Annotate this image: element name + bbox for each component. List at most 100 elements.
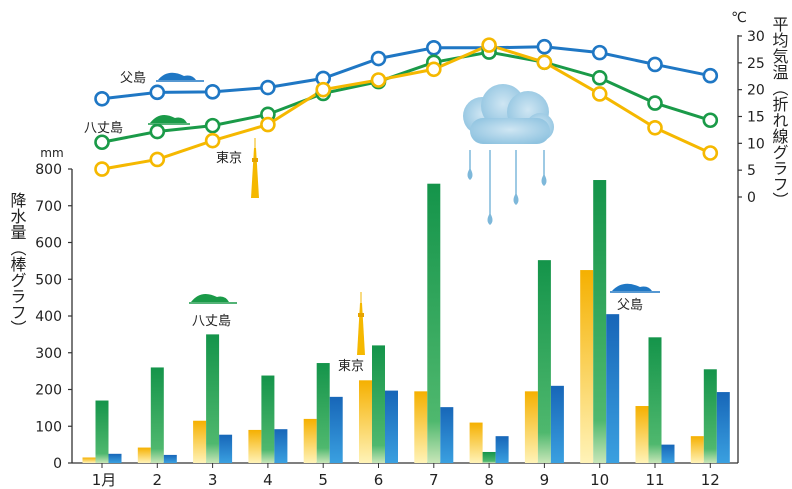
point-1-0 [94, 134, 110, 151]
bar-2-2 [219, 434, 233, 463]
label-chichi: 父島 [120, 71, 146, 86]
point-2-3 [260, 116, 276, 133]
bar-0-7 [469, 422, 483, 463]
series-line-2 [101, 43, 711, 171]
point-0-5 [370, 50, 387, 67]
x-tick-label: 1月 [92, 471, 117, 489]
bar-2-8 [550, 385, 564, 463]
bar-2-6 [440, 407, 454, 463]
bar-1-9 [593, 180, 607, 463]
bar-1-0 [95, 400, 109, 463]
point-0-10 [647, 56, 663, 73]
x-tick-label: 3 [208, 471, 218, 489]
x-tick-label: 11 [645, 471, 664, 489]
x-tick-label: 4 [263, 471, 273, 489]
bar-2-11 [716, 392, 730, 463]
point-1-11 [702, 112, 719, 129]
temp-ticks: 0 5 10 15 20 25 30 [738, 29, 765, 206]
rain-unit: mm [40, 146, 63, 160]
bar-0-6 [414, 391, 428, 463]
bar-1-7 [482, 451, 496, 463]
bar-0-5 [359, 380, 372, 463]
label-hachijo: 八丈島 [84, 121, 123, 136]
rain-tick-label: 300 [35, 346, 62, 362]
rain-tick-label: 0 [53, 456, 62, 472]
bar-0-0 [82, 457, 96, 463]
temp-tick-label: 5 [747, 163, 756, 179]
x-tick-label: 10 [590, 471, 609, 489]
x-tick-label: 9 [540, 471, 550, 489]
point-1-10 [647, 95, 663, 111]
point-0-9 [591, 44, 608, 61]
label-chichi: 父島 [617, 298, 643, 313]
bar-2-9 [606, 314, 620, 463]
bar-0-8 [524, 391, 538, 463]
temp-tick-label: 25 [747, 56, 765, 72]
temp-tick-label: 20 [747, 83, 765, 99]
bar-0-4 [303, 418, 317, 463]
bar-1-1 [150, 367, 164, 463]
point-0-1 [149, 84, 166, 101]
x-tick-label: 7 [429, 471, 439, 489]
bar-2-10 [661, 444, 675, 463]
point-0-0 [94, 90, 110, 107]
chichi-island-icon [610, 283, 660, 293]
bar-0-10 [635, 406, 649, 463]
point-2-10 [647, 119, 663, 136]
point-2-6 [425, 61, 442, 78]
bar-2-5 [385, 390, 398, 463]
point-1-1 [149, 123, 166, 140]
label-tokyo: 東京 [216, 150, 242, 166]
bar-0-2 [193, 420, 207, 463]
bar-1-2 [206, 334, 220, 463]
rain-tick-label: 500 [35, 272, 62, 288]
bar-0-1 [137, 447, 151, 463]
point-2-5 [370, 72, 387, 88]
rain-tick-label: 100 [35, 419, 62, 435]
point-2-0 [94, 161, 110, 177]
bar-1-10 [648, 337, 662, 463]
rain-tick-label: 200 [35, 383, 62, 399]
bar-2-4 [329, 396, 343, 463]
rain-tick-label: 400 [35, 309, 62, 325]
bars [82, 180, 730, 463]
rain-cloud-icon [463, 84, 554, 225]
axes [71, 35, 739, 464]
temp-tick-label: 0 [747, 190, 756, 206]
bar-2-3 [274, 429, 288, 463]
bar-1-3 [261, 375, 275, 463]
series-line-0 [101, 45, 711, 101]
point-2-1 [149, 151, 166, 168]
bar-1-8 [537, 260, 551, 463]
rain-axis-title: 降水量（棒グラフ） [8, 192, 27, 336]
point-0-11 [702, 67, 719, 84]
bar-1-6 [427, 183, 441, 463]
bar-1-11 [703, 369, 717, 463]
x-tick-label: 8 [484, 471, 494, 489]
label-hachijo: 八丈島 [192, 314, 231, 329]
point-2-9 [591, 86, 608, 102]
label-tokyo: 東京 [338, 358, 364, 374]
point-2-4 [315, 81, 332, 98]
bar-1-5 [372, 345, 385, 463]
point-0-2 [204, 84, 221, 100]
hachijo-island-icon [148, 114, 190, 125]
x-tick-label: 2 [153, 471, 163, 489]
bar-1-4 [316, 363, 330, 463]
x-tick-label: 6 [374, 471, 384, 489]
temp-tick-label: 10 [747, 136, 765, 152]
lines [94, 37, 719, 177]
hachijo-island-icon [189, 293, 237, 304]
bar-2-7 [495, 436, 509, 463]
point-0-6 [425, 40, 442, 56]
point-1-9 [591, 70, 608, 86]
rain-tick-label: 600 [35, 236, 62, 252]
temp-axis-title: 平均気温（折れ線グラフ） [770, 16, 789, 208]
tokyo-skytree-icon [357, 292, 365, 355]
tokyo-skytree-icon [251, 138, 259, 198]
temp-tick-label: 15 [747, 110, 765, 126]
point-2-11 [702, 145, 719, 161]
x-tick-label: 12 [701, 471, 720, 489]
